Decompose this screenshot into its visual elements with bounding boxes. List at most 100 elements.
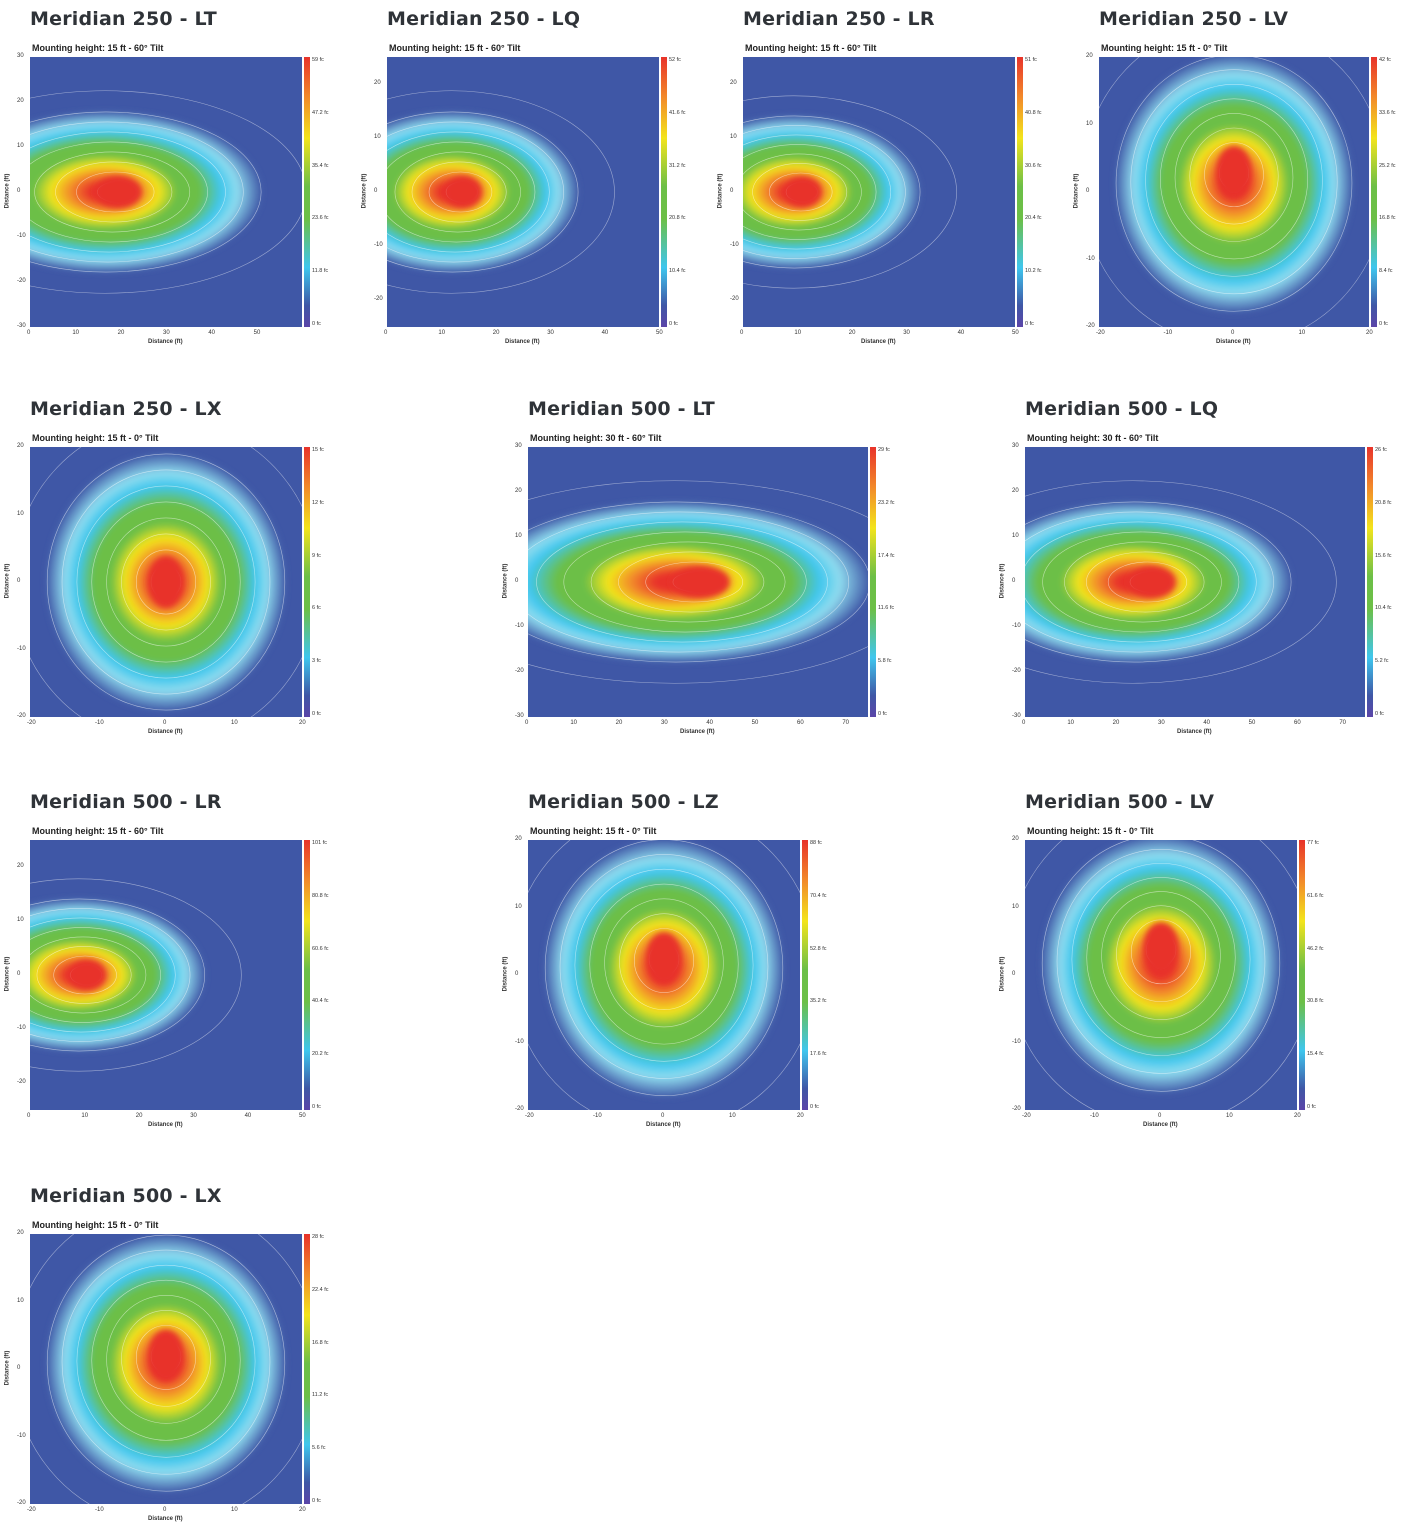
- isoline-contour: [387, 90, 615, 294]
- colorbar-label: 5.6 fc: [312, 1445, 326, 1452]
- chart-panel: Meridian 500 - LZ Mounting height: 15 ft …: [502, 791, 850, 1141]
- colorbar-label: 46.2 fc: [1307, 945, 1324, 952]
- y-tick-label: 0: [515, 971, 519, 977]
- colorbar-label: 88 fc: [810, 840, 822, 846]
- colorbar: [304, 447, 310, 717]
- colorbar-label: 60.6 fc: [312, 945, 329, 952]
- x-tick-label: 30: [903, 330, 910, 336]
- y-tick-label: -10: [515, 1038, 524, 1045]
- colorbar-label: 51 fc: [1025, 57, 1037, 63]
- y-axis-label: Distance (ft): [361, 173, 368, 209]
- colorbar-label: 0 fc: [1025, 321, 1034, 327]
- y-axis-label: Distance (ft): [4, 1350, 11, 1386]
- isoline-contour: [590, 541, 786, 623]
- y-tick-label: 30: [17, 53, 24, 59]
- mounting-subtitle: Mounting height: 15 ft - 0° Tilt: [1027, 826, 1154, 836]
- isoline-contour: [1107, 561, 1188, 603]
- chart-title: Meridian 500 - LR: [30, 791, 222, 813]
- isoline-contour: [1086, 877, 1236, 1038]
- chart-title: Meridian 250 - LX: [30, 398, 222, 420]
- isoline-contour: [106, 517, 226, 647]
- colorbar-label: 15 fc: [312, 447, 324, 453]
- isoline-contour: [743, 153, 862, 231]
- isoline-contour: [743, 95, 957, 289]
- colorbar-label: 28 fc: [312, 1234, 324, 1240]
- isoline-contour: [1159, 98, 1309, 260]
- isoline-contour: [1025, 511, 1274, 653]
- x-tick-label: -20: [1096, 330, 1105, 336]
- chart-panel: Meridian 500 - LV Mounting height: 15 ft …: [999, 791, 1347, 1141]
- isoline-contour: [645, 561, 743, 603]
- heatmap-svg: [30, 1234, 302, 1504]
- mounting-subtitle: Mounting height: 15 ft - 60° Tilt: [745, 43, 877, 53]
- colorbar-label: 70.4 fc: [810, 892, 827, 899]
- y-tick-label: 10: [1012, 533, 1019, 539]
- x-tick-label: -20: [27, 720, 36, 726]
- isoline-contour: [752, 163, 848, 221]
- isoline-contour: [30, 90, 302, 294]
- colorbar-label: 0 fc: [1375, 711, 1384, 717]
- colorbar-label: 25.2 fc: [1379, 162, 1396, 169]
- y-tick-label: 30: [1012, 443, 1019, 449]
- colorbar-label: 33.6 fc: [1379, 109, 1396, 116]
- isoline-contour: [1042, 531, 1240, 633]
- x-tick-label: 50: [656, 330, 663, 336]
- isoline-contour: [135, 1325, 197, 1390]
- colorbar-label: 11.6 fc: [878, 605, 895, 612]
- isoline-contour: [387, 141, 536, 243]
- y-tick-label: 10: [1012, 903, 1019, 910]
- y-tick-label: -10: [17, 1025, 26, 1031]
- x-tick-label: 10: [1226, 1113, 1233, 1119]
- y-tick-label: -10: [1012, 623, 1021, 629]
- x-tick-label: -10: [95, 1507, 104, 1513]
- colorbar-label: 0 fc: [878, 711, 887, 717]
- chart-panel: Meridian 250 - LX Mounting height: 15 ft …: [4, 398, 352, 748]
- y-axis-label: Distance (ft): [999, 563, 1006, 599]
- isoline-contour: [394, 151, 521, 233]
- y-axis-label: Distance (ft): [4, 173, 11, 209]
- y-tick-label: 10: [17, 510, 24, 517]
- x-tick-label: 0: [163, 1507, 167, 1513]
- x-tick-label: 50: [1012, 330, 1019, 336]
- isoline-contour: [91, 501, 241, 663]
- isoline-contour: [528, 511, 850, 653]
- x-tick-label: 50: [253, 330, 261, 336]
- heatmap-plot: [528, 447, 868, 717]
- colorbar-label: 23.6 fc: [312, 215, 329, 222]
- colorbar-label: 11.8 fc: [312, 268, 329, 275]
- x-tick-label: 50: [751, 720, 759, 726]
- isoline-contour: [30, 111, 262, 273]
- colorbar-label: 0 fc: [312, 1498, 321, 1504]
- y-axis-label: Distance (ft): [999, 956, 1006, 992]
- isoline-contour: [1041, 840, 1281, 1092]
- chart-title: Meridian 250 - LV: [1099, 8, 1289, 30]
- mounting-subtitle: Mounting height: 15 ft - 60° Tilt: [32, 43, 164, 53]
- heatmap-plot: [30, 447, 302, 717]
- y-tick-label: 10: [17, 1297, 24, 1304]
- x-tick-label: -20: [525, 1113, 534, 1119]
- y-tick-label: 20: [515, 836, 522, 842]
- isoline-contour: [46, 453, 286, 711]
- x-tick-label: 20: [135, 1113, 143, 1119]
- x-tick-label: 30: [547, 330, 554, 336]
- isoline-contour: [30, 917, 176, 1033]
- colorbar-label: 5.8 fc: [878, 658, 892, 665]
- x-tick-label: -10: [95, 720, 104, 726]
- isoline-contour: [574, 868, 754, 1062]
- colorbar-label: 20.2 fc: [312, 1051, 329, 1058]
- colorbar-label: 41.6 fc: [669, 109, 686, 116]
- x-tick-label: 70: [842, 720, 850, 726]
- isoline-contour: [36, 946, 132, 1004]
- isoline-contour: [121, 533, 211, 631]
- x-tick-label: 30: [190, 1113, 197, 1119]
- x-tick-label: 10: [231, 1507, 238, 1513]
- chart-panel: Meridian 500 - LT Mounting height: 30 ft …: [502, 398, 918, 748]
- peak-hotspot: [1142, 922, 1180, 974]
- y-tick-label: 10: [17, 143, 24, 149]
- colorbar-label: 10.2 fc: [1025, 268, 1042, 275]
- isoline-contour: [106, 1294, 226, 1424]
- colorbar-label: 5.2 fc: [1375, 658, 1389, 665]
- colorbar-label: 61.6 fc: [1307, 892, 1324, 899]
- y-axis-label: Distance (ft): [4, 956, 11, 992]
- heatmap-svg: [30, 447, 302, 717]
